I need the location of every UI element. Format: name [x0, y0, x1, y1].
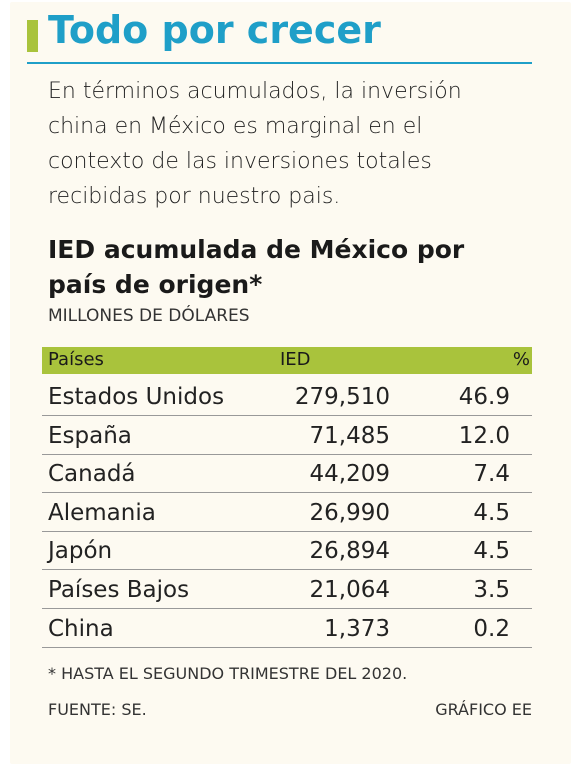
cell-country: España	[48, 422, 132, 449]
cell-country: Canadá	[48, 461, 136, 488]
table-row: España 71,485 12.0	[42, 417, 532, 455]
table-row: Países Bajos 21,064 3.5	[42, 571, 532, 609]
graphic-panel	[10, 2, 571, 764]
column-header-percent: %	[512, 349, 530, 370]
table-row: Japón 26,894 4.5	[42, 532, 532, 571]
cell-percent: 46.9	[458, 384, 510, 410]
headline: Todo por crecer	[48, 8, 381, 52]
cell-percent: 4.5	[473, 538, 510, 565]
cell-ied: 44,209	[309, 461, 390, 488]
table-row: China 1,373 0.2	[42, 610, 532, 648]
column-header-countries: Países	[48, 349, 104, 370]
cell-percent: 7.4	[473, 461, 510, 488]
cell-ied: 21,064	[309, 577, 390, 603]
row-divider	[42, 608, 532, 609]
cell-ied: 71,485	[309, 422, 390, 449]
cell-percent: 3.5	[473, 577, 510, 603]
cell-percent: 12.0	[458, 422, 510, 449]
cell-ied: 26,990	[309, 499, 390, 526]
headline-accent-bar	[27, 20, 38, 52]
cell-ied: 1,373	[324, 615, 390, 642]
cell-country: Japón	[48, 538, 113, 565]
intro-text: En términos acumulados, la inversión chi…	[48, 79, 462, 209]
source-note: FUENTE: SE.	[48, 700, 147, 719]
row-divider	[42, 492, 532, 494]
headline-rule	[27, 62, 532, 64]
row-divider	[42, 453, 532, 455]
row-divider	[42, 646, 532, 648]
cell-percent: 0.2	[473, 615, 510, 642]
row-divider	[42, 569, 532, 571]
cell-ied: 26,894	[309, 538, 390, 565]
table-header: Países IED %	[42, 347, 532, 374]
table-row: Estados Unidos 279,510 46.9	[42, 378, 532, 416]
cell-country: Países Bajos	[48, 577, 190, 603]
table-title: IED acumulada de México por país de orig…	[48, 235, 465, 299]
table-row: Canadá 44,209 7.4	[42, 455, 532, 494]
graphic-credit: GRÁFICO EE	[435, 700, 532, 719]
table-row: Alemania 26,990 4.5	[42, 494, 532, 532]
row-divider	[42, 415, 532, 416]
cell-percent: 4.5	[473, 499, 510, 526]
cell-ied: 279,510	[294, 384, 390, 410]
table-units: MILLONES DE DÓLARES	[48, 306, 250, 326]
cell-country: China	[48, 615, 114, 642]
column-header-ied: IED	[280, 349, 311, 370]
row-divider	[42, 530, 532, 532]
cell-country: Estados Unidos	[48, 384, 225, 410]
footnote: * HASTA EL SEGUNDO TRIMESTRE DEL 2020.	[48, 664, 408, 683]
cell-country: Alemania	[48, 499, 156, 526]
